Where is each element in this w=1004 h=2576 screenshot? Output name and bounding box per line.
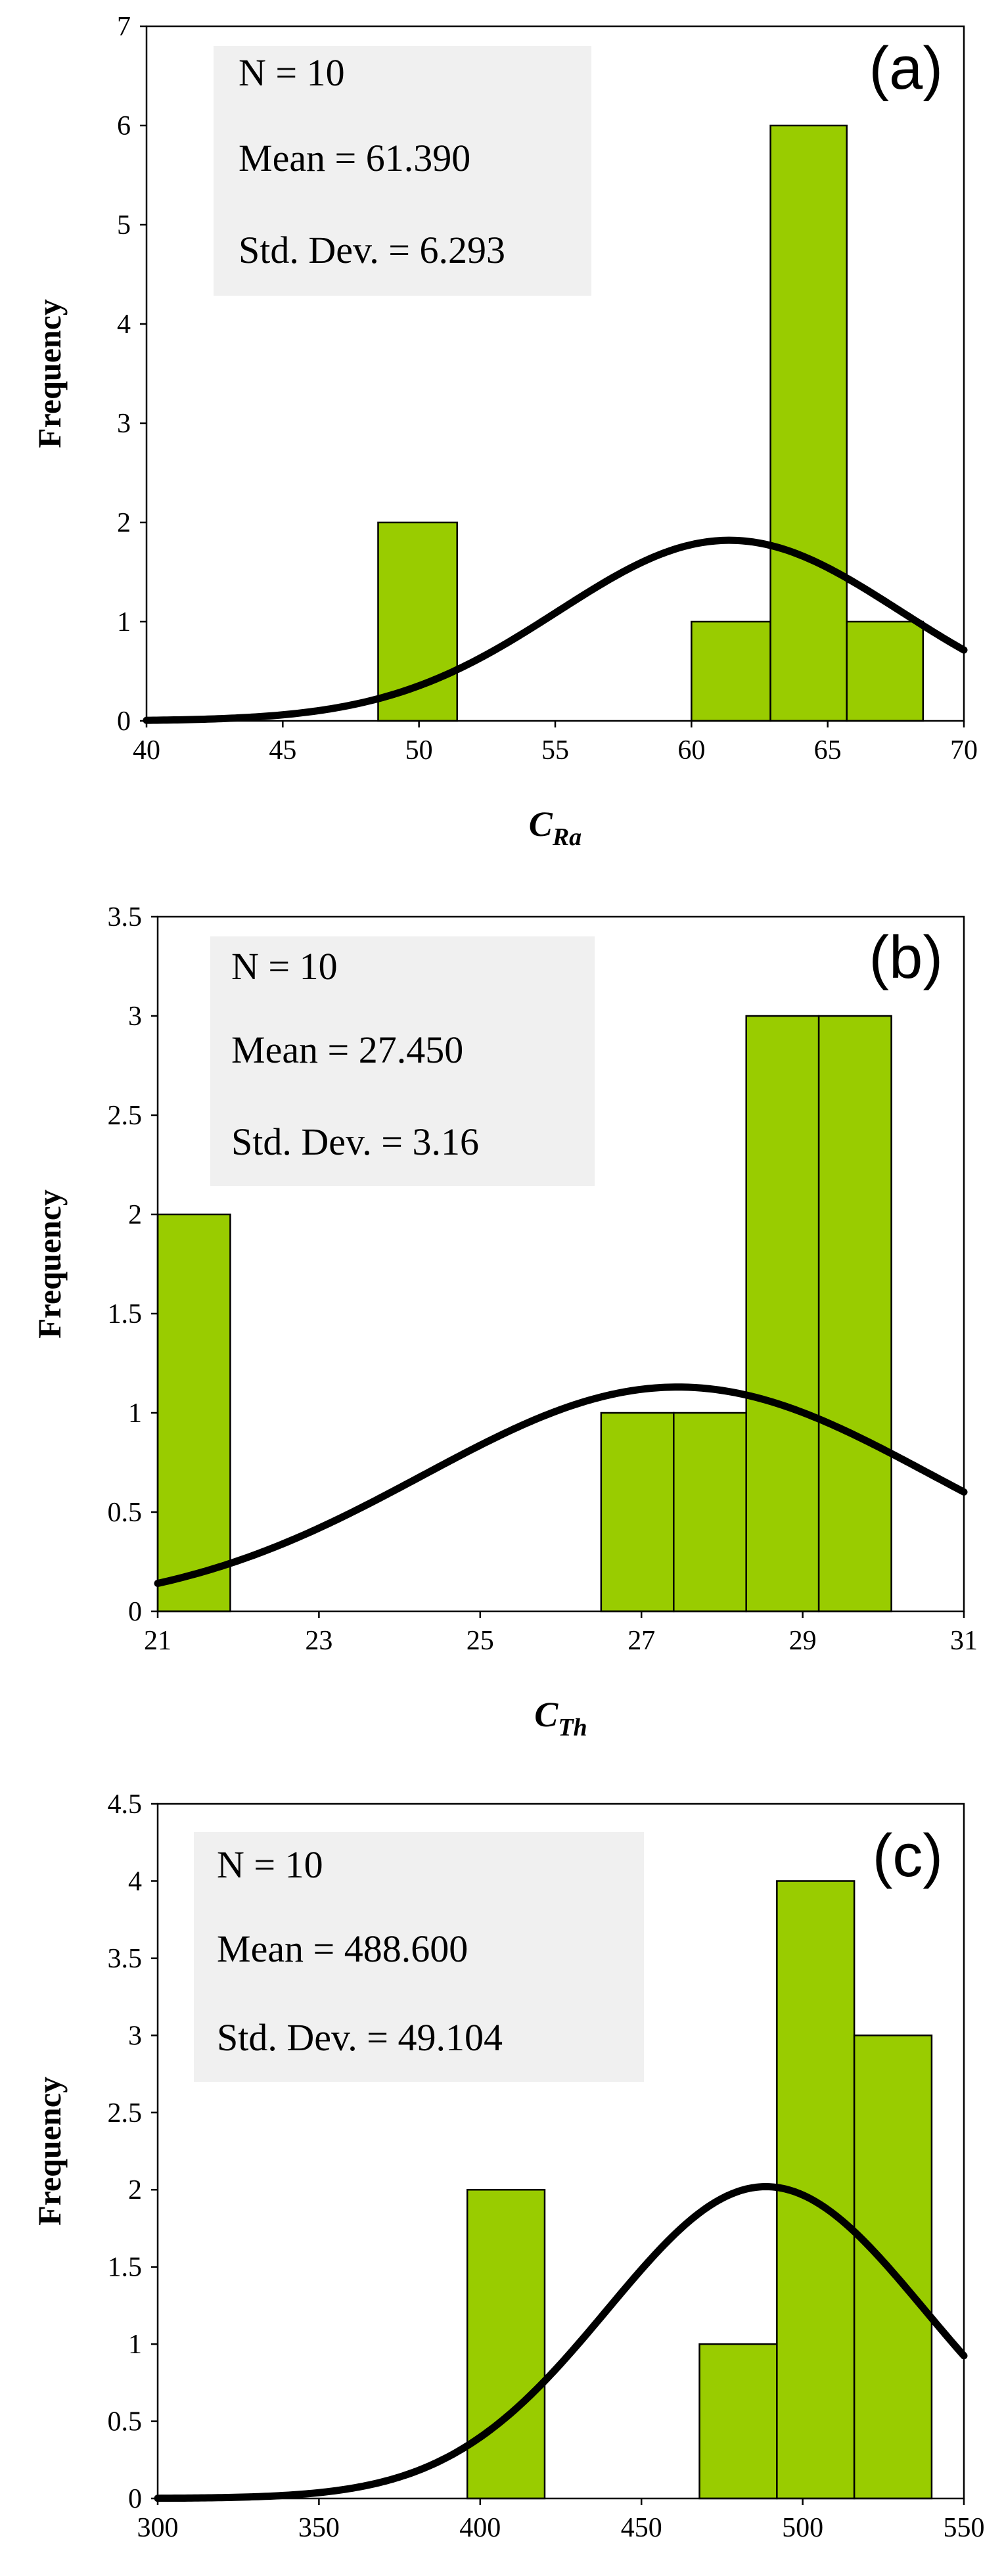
stats-mean: Mean = 61.390 bbox=[239, 137, 470, 179]
histogram-bar bbox=[698, 2343, 778, 2500]
histogram-bar bbox=[600, 1412, 675, 1613]
y-tick-label: 0 bbox=[128, 1597, 142, 1627]
x-tick-label: 27 bbox=[628, 1626, 655, 1656]
y-tick-label: 3.5 bbox=[108, 1944, 143, 1974]
stats-mean: Mean = 488.600 bbox=[217, 1927, 468, 1970]
y-tick-label: 2 bbox=[128, 1200, 142, 1230]
y-tick-label: 2 bbox=[128, 2175, 142, 2205]
y-tick-label: 6 bbox=[117, 111, 131, 141]
x-tick-label: 21 bbox=[144, 1626, 171, 1656]
y-tick-label: 0.5 bbox=[108, 2407, 143, 2437]
plot-frame bbox=[156, 915, 965, 1613]
normal-curve bbox=[154, 2183, 968, 2502]
y-tick-label: 0.5 bbox=[108, 1498, 143, 1528]
y-tick-label: 1.5 bbox=[108, 1299, 143, 1329]
stats-mean: Mean = 27.450 bbox=[231, 1028, 463, 1071]
y-axis-label: Frequency bbox=[31, 2077, 68, 2226]
x-axis-label: CRa bbox=[529, 804, 582, 851]
normal-curve bbox=[154, 1383, 968, 1587]
x-tick-label: 45 bbox=[269, 735, 296, 766]
x-tick-label: 60 bbox=[677, 735, 705, 766]
y-tick-label: 7 bbox=[117, 12, 131, 42]
y-tick-label: 3 bbox=[117, 409, 131, 439]
x-axis-label-main: C bbox=[529, 804, 553, 844]
y-tick-label: 4.5 bbox=[108, 1789, 143, 1820]
y-tick-label: 1 bbox=[128, 1398, 142, 1429]
y-tick-label: 4 bbox=[128, 1866, 142, 1897]
y-tick-label: 4 bbox=[117, 310, 131, 340]
histogram-bar bbox=[769, 124, 848, 722]
y-tick-label: 1 bbox=[117, 607, 131, 637]
x-tick-label: 50 bbox=[405, 735, 433, 766]
y-axis-label: Frequency bbox=[31, 1189, 68, 1339]
y-tick-label: 1 bbox=[128, 2330, 142, 2360]
x-axis-label-subscript: Ra bbox=[552, 823, 582, 851]
x-tick-label: 31 bbox=[950, 1626, 978, 1656]
y-tick-label: 3 bbox=[128, 2021, 142, 2051]
panel-label: (a) bbox=[869, 35, 943, 102]
normal-curve bbox=[143, 536, 968, 724]
histogram-bar bbox=[156, 1213, 231, 1613]
histogram-bar bbox=[691, 620, 771, 722]
y-tick-label: 0 bbox=[128, 2484, 142, 2514]
y-tick-label: 5 bbox=[117, 210, 131, 241]
histogram-bar bbox=[846, 620, 924, 722]
x-tick-label: 550 bbox=[944, 2513, 985, 2543]
x-tick-label: 350 bbox=[298, 2513, 340, 2543]
x-tick-label: 23 bbox=[305, 1626, 332, 1656]
histogram-bar bbox=[745, 1015, 820, 1613]
x-axis-label: CTh bbox=[534, 1695, 587, 1741]
histogram-bar bbox=[853, 2035, 933, 2500]
panel-label: (b) bbox=[869, 924, 943, 991]
stats-n: N = 10 bbox=[231, 945, 338, 988]
histogram-bar bbox=[817, 1015, 892, 1613]
x-tick-label: 500 bbox=[782, 2513, 823, 2543]
y-tick-label: 3.5 bbox=[108, 902, 143, 932]
y-tick-label: 1.5 bbox=[108, 2253, 143, 2283]
stats-sd: Std. Dev. = 6.293 bbox=[239, 229, 505, 271]
x-tick-label: 70 bbox=[950, 735, 978, 766]
histogram-bar bbox=[466, 2188, 546, 2500]
plot-frame bbox=[156, 1803, 965, 2500]
stats-n: N = 10 bbox=[217, 1843, 323, 1886]
y-tick-label: 3 bbox=[128, 1001, 142, 1032]
stats-sd: Std. Dev. = 49.104 bbox=[217, 2016, 503, 2059]
stats-sd: Std. Dev. = 3.16 bbox=[231, 1120, 479, 1163]
chart-panel-c: 0 0.5 1 1.5 2 2.5 3 3.5 4 4.5 300 350 400 450 500 550 Fr… bbox=[31, 1789, 985, 2543]
histogram-bar bbox=[377, 521, 458, 722]
x-tick-label: 400 bbox=[459, 2513, 501, 2543]
panel-label: (c) bbox=[873, 1822, 943, 1889]
x-tick-label: 25 bbox=[467, 1626, 494, 1656]
y-tick-label: 2.5 bbox=[108, 1101, 143, 1131]
x-axis-label-main: C bbox=[534, 1695, 559, 1734]
stats-box bbox=[214, 46, 591, 296]
y-tick-label: 2 bbox=[117, 508, 131, 538]
x-axis-label-subscript: Th bbox=[558, 1714, 587, 1741]
stats-box bbox=[194, 1832, 644, 2082]
x-tick-label: 55 bbox=[541, 735, 569, 766]
histogram-bar bbox=[673, 1412, 747, 1613]
x-tick-label: 29 bbox=[789, 1626, 817, 1656]
y-tick-label: 2.5 bbox=[108, 2098, 143, 2128]
x-tick-label: 300 bbox=[137, 2513, 179, 2543]
stats-box bbox=[210, 936, 595, 1186]
x-tick-label: 65 bbox=[814, 735, 842, 766]
stats-n: N = 10 bbox=[239, 51, 345, 94]
x-tick-label: 450 bbox=[621, 2513, 662, 2543]
y-tick-label: 0 bbox=[117, 706, 131, 737]
chart-panel-b: 0 0.5 1 1.5 2 2.5 3 3.5 21 23 25 27 29 31 Frequency CTh… bbox=[31, 902, 978, 1741]
x-tick-label: 40 bbox=[133, 735, 160, 766]
y-axis-label: Frequency bbox=[31, 299, 68, 448]
